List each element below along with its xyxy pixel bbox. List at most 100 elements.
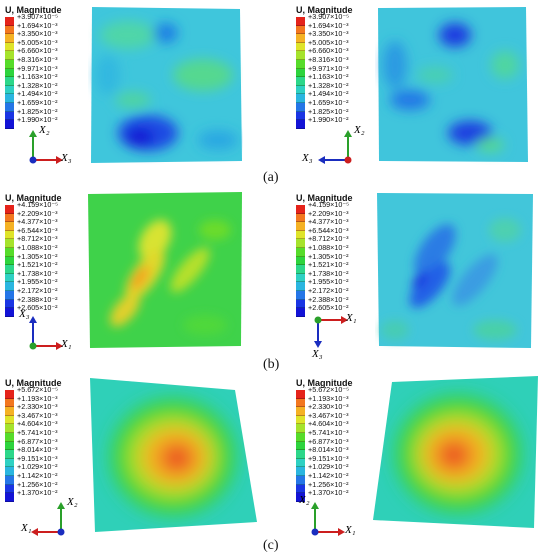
legend-value: +1.955×10⁻² <box>308 277 349 287</box>
legend-value: +1.990×10⁻² <box>308 115 349 125</box>
axis-label-up: X₃ <box>19 308 30 320</box>
legend-value: +1.955×10⁻² <box>17 277 58 287</box>
legend-swatch <box>5 34 14 43</box>
legend-value: +2.605×10⁻² <box>17 303 58 313</box>
legend-value: +1.494×10⁻² <box>17 89 58 99</box>
legend-value: +8.712×10⁻³ <box>17 234 58 244</box>
legend-color-bar <box>5 205 14 317</box>
axis-label-left: X₁ <box>21 522 32 534</box>
legend-swatch <box>296 273 305 283</box>
legend-swatch <box>296 111 305 121</box>
legend-value: +3.350×10⁻³ <box>308 29 349 39</box>
legend-value: +6.877×10⁻³ <box>17 436 58 446</box>
legend-value: +1.694×10⁻³ <box>308 20 349 30</box>
legend-value: +2.172×10⁻² <box>17 285 58 295</box>
legend-swatch <box>296 230 305 240</box>
legend-value: +8.316×10⁻³ <box>308 54 349 64</box>
legend-value: +6.660×10⁻³ <box>308 46 349 56</box>
legend-swatch <box>5 265 14 274</box>
legend-swatch <box>5 42 14 52</box>
legend-value: +4.377×10⁻³ <box>17 217 58 227</box>
axis-label-down: X₃ <box>312 348 323 360</box>
legend-value: +3.907×10⁻⁵ <box>308 12 350 21</box>
legend-value: +1.305×10⁻² <box>308 251 349 261</box>
legend-swatch <box>296 59 305 69</box>
legend-swatch <box>296 205 305 214</box>
axis-label-up: X₂ <box>299 494 310 506</box>
legend-swatch <box>5 102 14 112</box>
legend-swatch <box>296 85 305 95</box>
legend-title: U, Magnitude <box>296 378 353 388</box>
legend-swatch <box>5 308 14 317</box>
caption-c: (c) <box>263 538 279 553</box>
legend-value: +2.388×10⁻² <box>17 294 58 304</box>
axis-triad-a-left: X₂ X₃ <box>25 122 75 172</box>
legend-value: +1.825×10⁻² <box>308 106 349 116</box>
legend-swatch <box>296 484 305 494</box>
legend-swatch <box>296 390 305 399</box>
legend-swatch <box>296 25 305 35</box>
legend-swatch <box>296 475 305 485</box>
legend-swatch <box>5 441 14 451</box>
legend-swatch <box>296 120 305 129</box>
legend-value: +2.330×10⁻³ <box>308 402 349 412</box>
legend-swatch <box>5 290 14 300</box>
legend-values: +4.159×10⁻⁵ +2.209×10⁻³ +4.377×10⁻³ +6.544×… <box>308 200 349 313</box>
legend-value: +8.014×10⁻³ <box>308 445 349 455</box>
legend-swatch <box>296 432 305 442</box>
legend-swatch <box>5 273 14 283</box>
contour-plot-c-right <box>373 376 538 528</box>
legend-swatch <box>296 17 305 26</box>
legend-value: +1.659×10⁻² <box>17 97 58 107</box>
legend-value: +2.330×10⁻³ <box>17 402 58 412</box>
legend-swatch <box>296 299 305 309</box>
legend-swatch <box>296 493 305 502</box>
axis-triad-b-right: X₁ X₃ <box>310 308 360 360</box>
legend-value: +8.712×10⁻³ <box>308 234 349 244</box>
legend-value: +1.694×10⁻³ <box>17 20 58 30</box>
legend-value: +1.659×10⁻² <box>308 97 349 107</box>
legend-value: +1.029×10⁻² <box>308 462 349 472</box>
legend-value: +1.521×10⁻² <box>17 260 58 270</box>
legend-swatch <box>296 398 305 408</box>
legend-title: U, Magnitude <box>5 193 62 203</box>
legend-value: +1.163×10⁻² <box>17 72 58 82</box>
legend-value: +1.163×10⁻² <box>308 72 349 82</box>
legend-swatch <box>5 239 14 248</box>
legend-swatch <box>296 222 305 231</box>
legend-swatch <box>5 458 14 468</box>
contour-plot-a-right <box>378 7 528 162</box>
legend-value: +6.544×10⁻³ <box>17 225 58 235</box>
legend-value: +1.256×10⁻² <box>17 479 58 489</box>
caption-b: (b) <box>263 357 280 372</box>
legend-value: +1.088×10⁻² <box>17 242 58 252</box>
legend-value: +5.005×10⁻³ <box>308 37 349 47</box>
caption-a: (a) <box>263 170 279 185</box>
legend-swatch <box>5 398 14 408</box>
legend-swatch <box>296 102 305 112</box>
contour-plot-b-right <box>377 193 533 348</box>
legend-color-bar <box>296 390 305 502</box>
legend-swatch <box>296 265 305 274</box>
legend-swatch <box>5 205 14 214</box>
legend-value: +2.172×10⁻² <box>308 285 349 295</box>
legend-value: +5.672×10⁻⁵ <box>308 385 350 394</box>
legend-value: +1.370×10⁻² <box>308 488 349 498</box>
contour-plot-a-left <box>91 7 242 163</box>
legend-swatch <box>296 450 305 459</box>
legend-swatch <box>5 256 14 266</box>
legend-value: +3.907×10⁻⁵ <box>17 12 59 21</box>
legend-swatch <box>296 282 305 291</box>
legend-swatch <box>296 441 305 451</box>
legend-swatch <box>5 450 14 459</box>
legend-swatch <box>296 213 305 223</box>
legend-value: +1.328×10⁻² <box>308 80 349 90</box>
legend-swatch <box>5 85 14 95</box>
legend-swatch <box>296 290 305 300</box>
axis-label-up: X₂ <box>354 124 365 136</box>
legend-swatch <box>5 222 14 231</box>
legend-value: +1.825×10⁻² <box>17 106 58 116</box>
contour-plot-b-left <box>88 192 242 348</box>
legend-value: +3.467×10⁻³ <box>308 410 349 420</box>
legend-swatch <box>5 424 14 433</box>
